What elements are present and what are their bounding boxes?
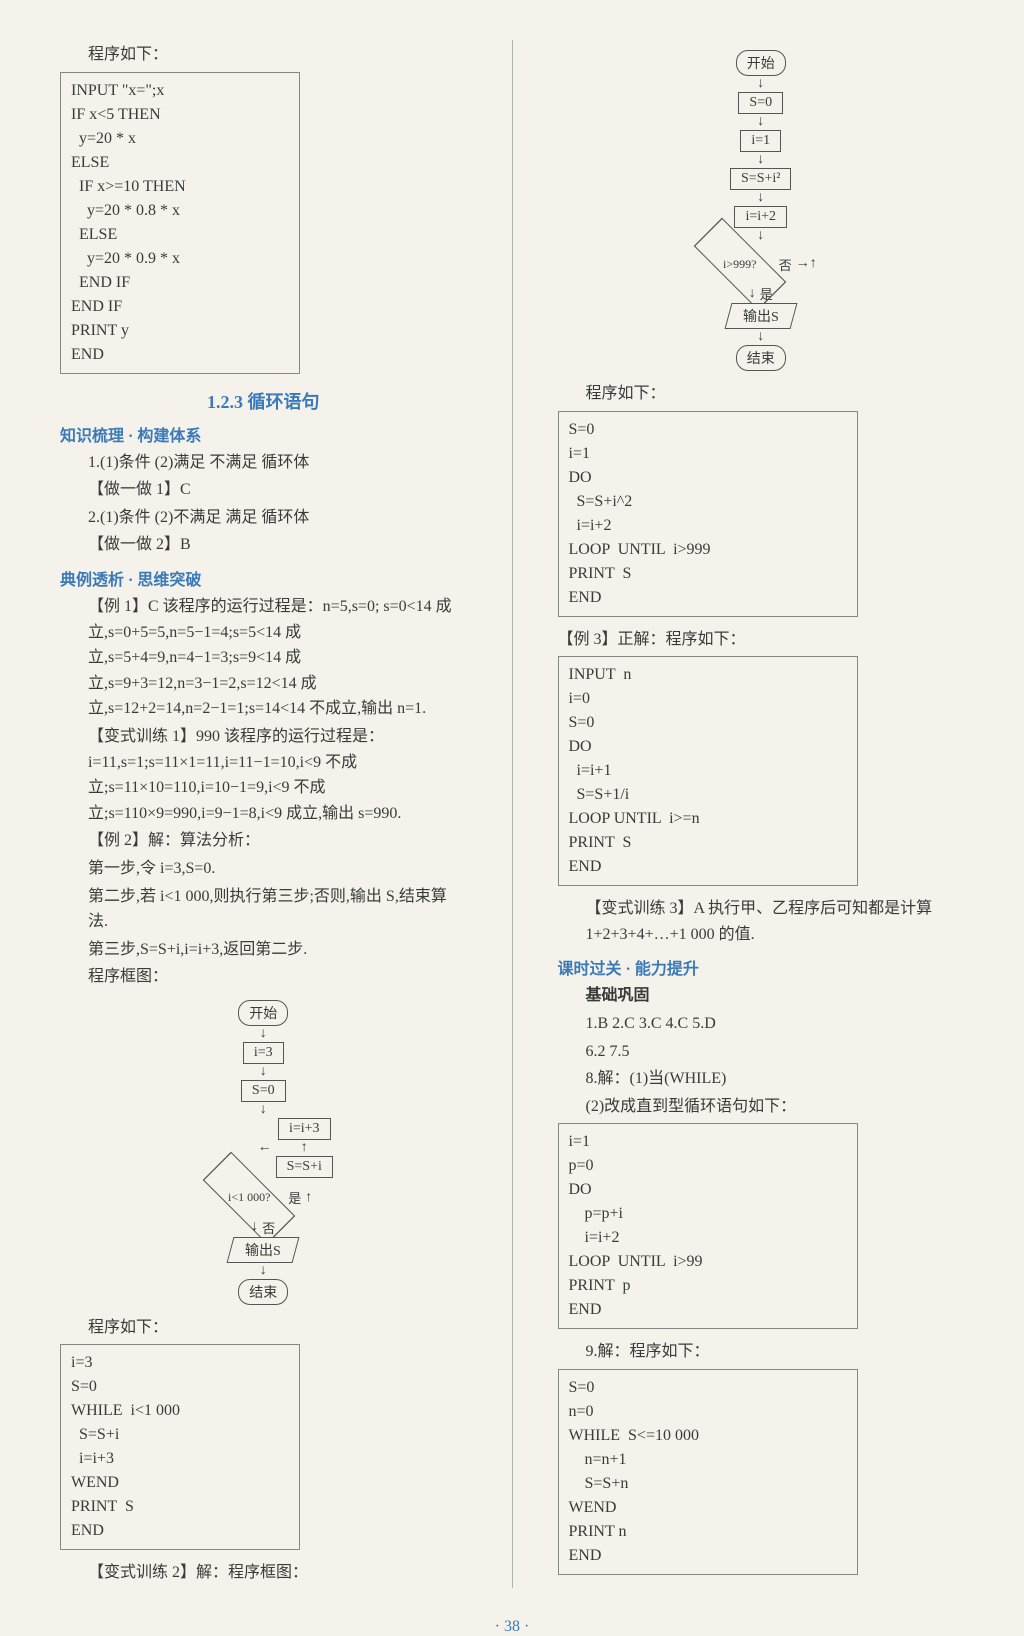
answers-2: 6.2 7.5 bbox=[558, 1039, 965, 1065]
fc1-cond: i<1 000? bbox=[214, 1178, 284, 1218]
arrow-icon: ↑ bbox=[301, 1141, 308, 1155]
arrow-icon: ↓ bbox=[260, 1027, 267, 1041]
q8a: 8.解：(1)当(WHILE) bbox=[558, 1066, 965, 1092]
fc1-n2: S=0 bbox=[241, 1080, 286, 1102]
example-2a: 【例 2】解：算法分析： bbox=[60, 828, 467, 854]
fc1-out: 输出S bbox=[227, 1237, 300, 1263]
flowchart-2: 开始 ↓ S=0 ↓ i=1 ↓ S=S+i² ↓ i=i+2 ↓ i>999?… bbox=[558, 50, 965, 371]
fc2-n3: S=S+i² bbox=[730, 168, 791, 190]
fc2-end: 结束 bbox=[736, 345, 786, 371]
section-title: 1.2.3 循环语句 bbox=[60, 388, 467, 414]
fc1-end: 结束 bbox=[238, 1279, 288, 1305]
right-column: 开始 ↓ S=0 ↓ i=1 ↓ S=S+i² ↓ i=i+2 ↓ i>999?… bbox=[558, 40, 965, 1588]
fc2-n4: i=i+2 bbox=[734, 206, 787, 228]
example-2c: 第二步,若 i<1 000,则执行第三步;否则,输出 S,结束算法. bbox=[60, 884, 467, 935]
flowchart-1: 开始 ↓ i=3 ↓ S=0 ↓ ← i=i+3 ↑ S=S+i i<1 000… bbox=[60, 1000, 467, 1305]
arrow-icon: ↓ bbox=[757, 153, 764, 167]
intro-text: 程序如下： bbox=[60, 42, 467, 68]
fc2-out: 输出S bbox=[724, 303, 797, 329]
arrow-icon: ↓ bbox=[757, 115, 764, 129]
example-2b: 第一步,令 i=3,S=0. bbox=[60, 856, 467, 882]
fc2-n2: i=1 bbox=[740, 130, 781, 152]
fc1-n4: S=S+i bbox=[276, 1156, 333, 1178]
arrow-icon: ↓ bbox=[757, 77, 764, 91]
answers-1: 1.B 2.C 3.C 4.C 5.D bbox=[558, 1011, 965, 1037]
program-label-1: 程序如下： bbox=[60, 1315, 467, 1341]
fc2-cond-text: i>999? bbox=[723, 257, 756, 272]
code-block-6: S=0 n=0 WHILE S<=10 000 n=n+1 S=S+n WEND… bbox=[558, 1369, 858, 1575]
fc2-cond: i>999? bbox=[705, 244, 775, 284]
page-number: · 38 · bbox=[0, 1618, 1024, 1636]
arrow-icon: →↑ bbox=[796, 257, 817, 271]
base-label: 基础巩固 bbox=[558, 983, 965, 1009]
line-2: 【做一做 1】C bbox=[60, 477, 467, 503]
line-1: 1.(1)条件 (2)满足 不满足 循环体 bbox=[60, 450, 467, 476]
fc2-out-text: 输出S bbox=[743, 306, 779, 326]
arrow-icon: ↑ bbox=[305, 1191, 312, 1205]
q9: 9.解：程序如下： bbox=[558, 1339, 965, 1365]
code-block-5: i=1 p=0 DO p=p+i i=i+2 LOOP UNTIL i>99 P… bbox=[558, 1123, 858, 1329]
column-divider bbox=[512, 40, 513, 1588]
fc1-n1: i=3 bbox=[243, 1042, 284, 1064]
arrow-icon: ↓ bbox=[260, 1264, 267, 1278]
fc1-out-text: 输出S bbox=[245, 1240, 281, 1260]
variant-2: 【变式训练 2】解：程序框图： bbox=[60, 1560, 467, 1586]
fc1-start: 开始 bbox=[238, 1000, 288, 1026]
example-3: 【例 3】正解：程序如下： bbox=[558, 627, 965, 653]
q8b: (2)改成直到型循环语句如下： bbox=[558, 1094, 965, 1120]
code-block-4: INPUT n i=0 S=0 DO i=i+1 S=S+1/i LOOP UN… bbox=[558, 656, 858, 886]
code-block-3: S=0 i=1 DO S=S+i^2 i=i+2 LOOP UNTIL i>99… bbox=[558, 411, 858, 617]
left-column: 程序如下： INPUT "x=";x IF x<5 THEN y=20 * x … bbox=[60, 40, 467, 1588]
fc1-n3: i=i+3 bbox=[278, 1118, 331, 1140]
fc2-no: 否 bbox=[779, 255, 792, 274]
line-3: 2.(1)条件 (2)不满足 满足 循环体 bbox=[60, 505, 467, 531]
fc1-cond-text: i<1 000? bbox=[228, 1190, 270, 1205]
example-2d: 第三步,S=S+i,i=i+3,返回第二步. bbox=[60, 937, 467, 963]
arrow-icon: ↓ bbox=[757, 330, 764, 344]
line-4: 【做一做 2】B bbox=[60, 532, 467, 558]
code-block-2: i=3 S=0 WHILE i<1 000 S=S+i i=i+3 WEND P… bbox=[60, 1344, 300, 1550]
program-label-2: 程序如下： bbox=[558, 381, 965, 407]
variant-3: 【变式训练 3】A 执行甲、乙程序后可知都是计算 1+2+3+4+…+1 000… bbox=[558, 896, 965, 947]
arrow-icon: ↓ bbox=[260, 1103, 267, 1117]
example-1: 【例 1】C 该程序的运行过程是：n=5,s=0; s=0<14 成立,s=0+… bbox=[60, 594, 467, 722]
example-2e: 程序框图： bbox=[60, 964, 467, 990]
fc2-n1: S=0 bbox=[738, 92, 783, 114]
variant-1: 【变式训练 1】990 该程序的运行过程是：i=11,s=1;s=11×1=11… bbox=[60, 724, 467, 826]
subtitle-3: 课时过关 · 能力提升 bbox=[558, 955, 965, 979]
arrow-icon: ← bbox=[258, 1141, 272, 1155]
arrow-icon: ↓ bbox=[757, 229, 764, 243]
fc1-yes: 是 bbox=[288, 1188, 301, 1207]
arrow-icon: ↓ bbox=[260, 1065, 267, 1079]
arrow-icon: ↓ bbox=[757, 191, 764, 205]
subtitle-1: 知识梳理 · 构建体系 bbox=[60, 422, 467, 446]
code-block-1: INPUT "x=";x IF x<5 THEN y=20 * x ELSE I… bbox=[60, 72, 300, 374]
subtitle-2: 典例透析 · 思维突破 bbox=[60, 566, 467, 590]
fc2-start: 开始 bbox=[736, 50, 786, 76]
